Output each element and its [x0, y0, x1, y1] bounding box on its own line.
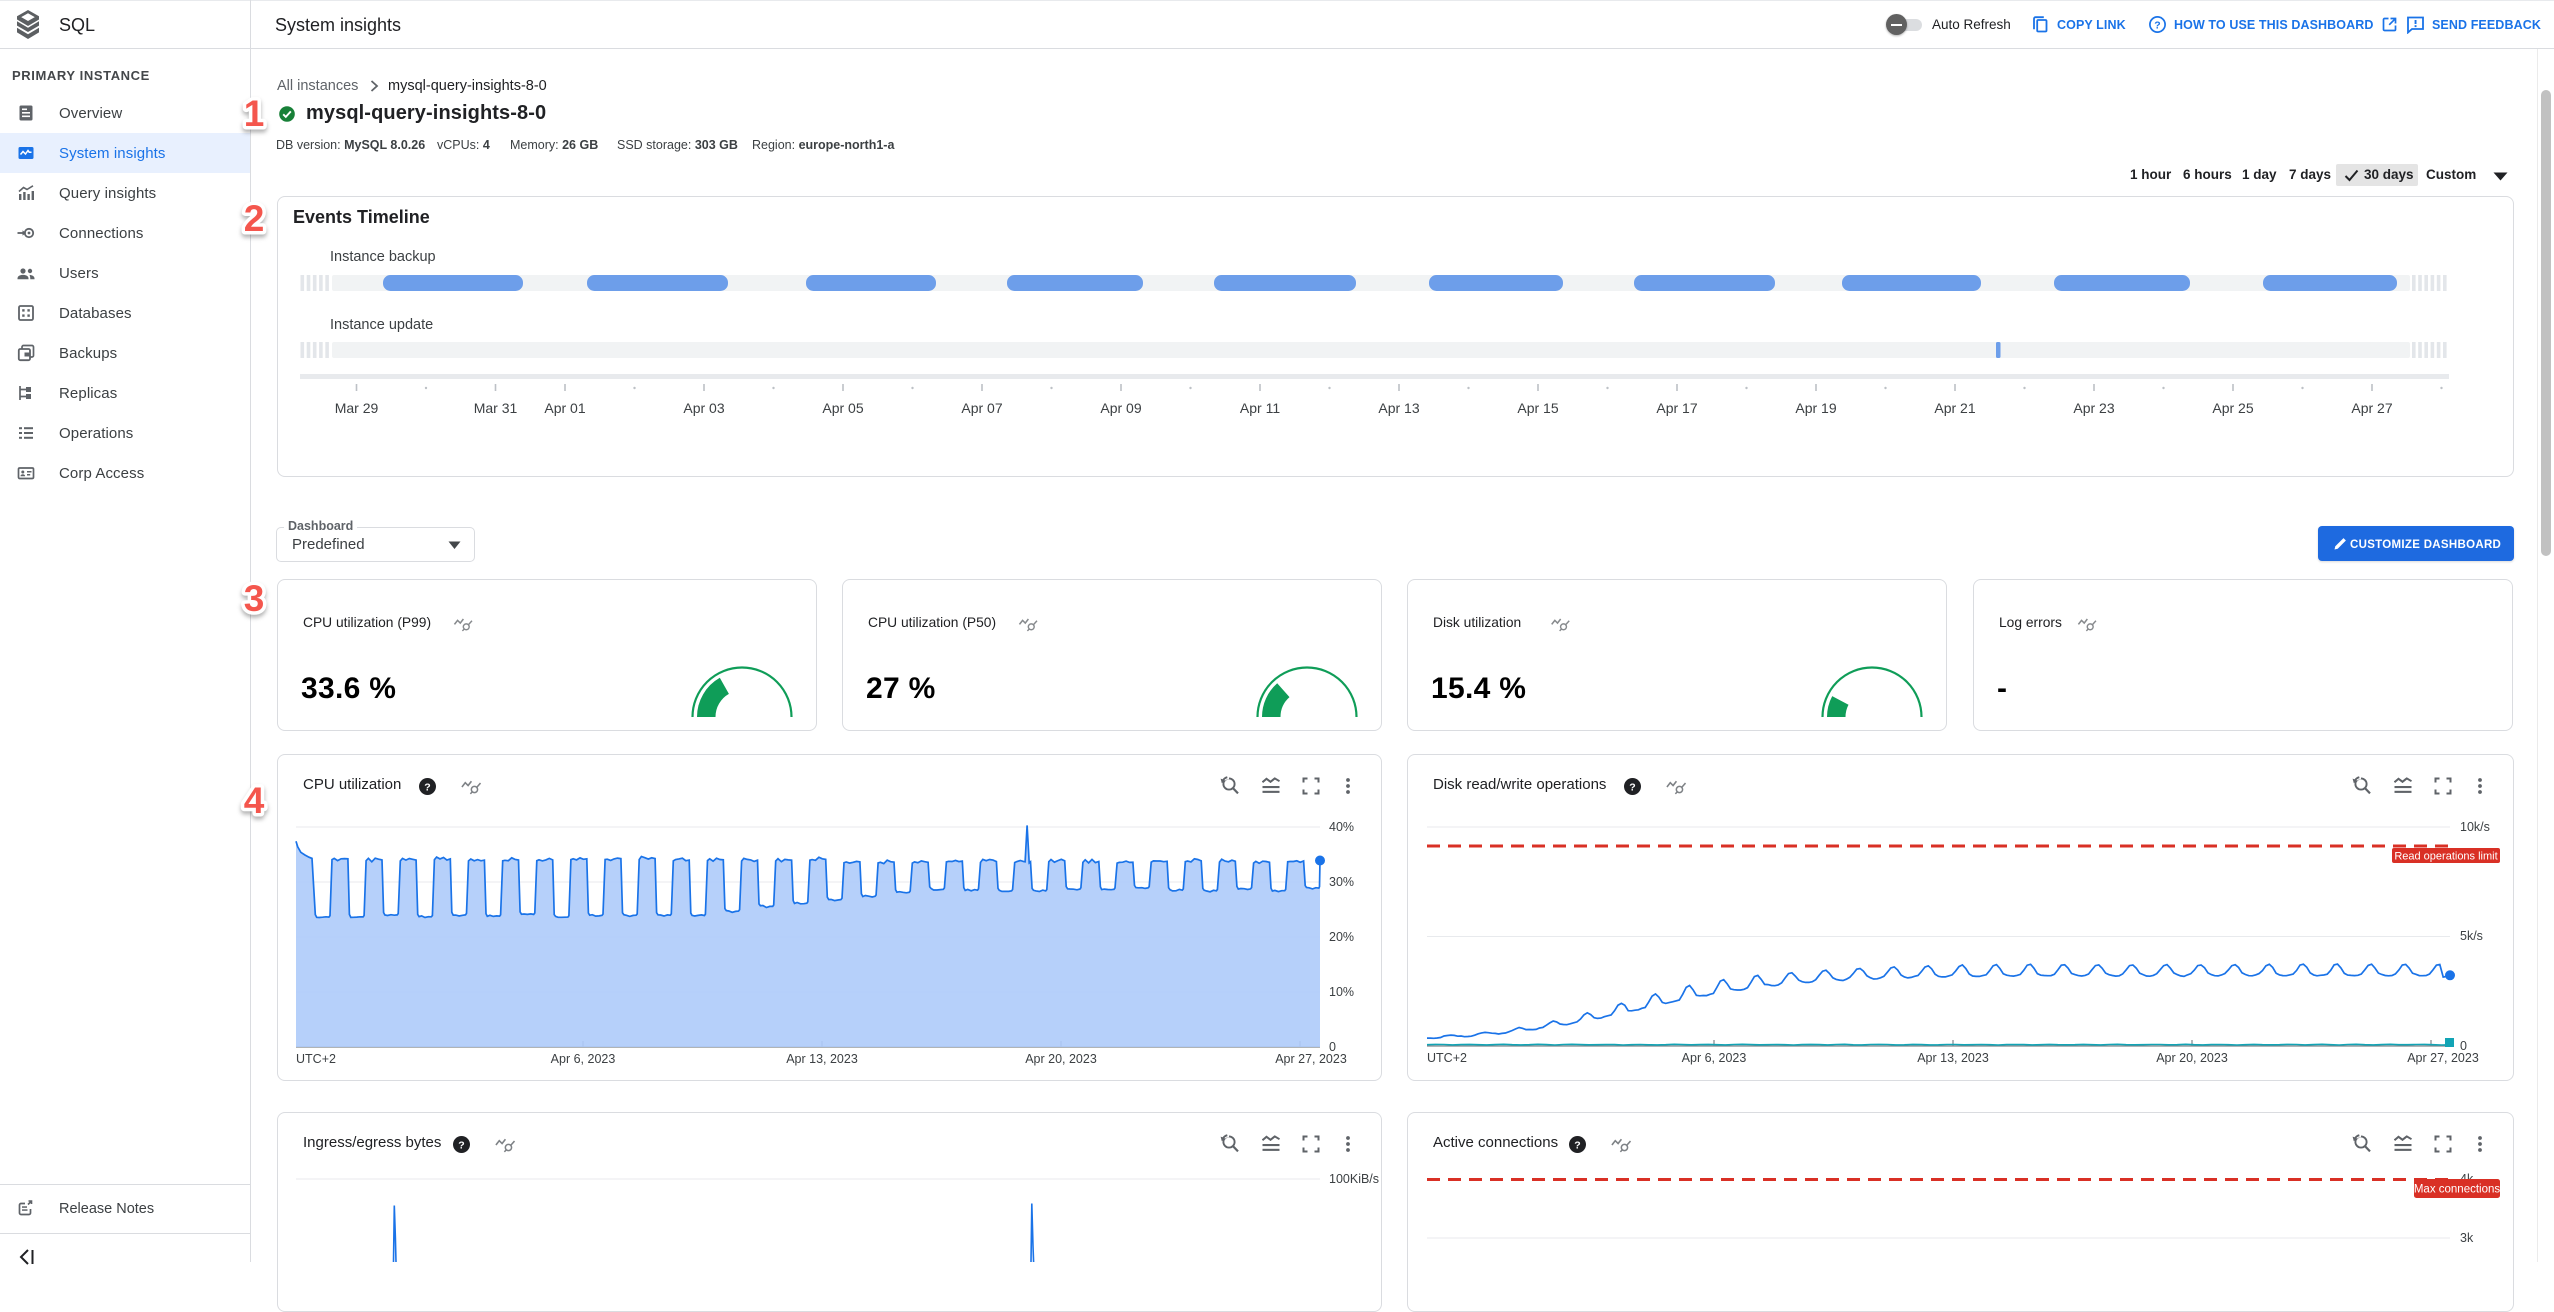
svg-text:Apr 07: Apr 07 [961, 400, 1002, 416]
svg-text:Apr 19: Apr 19 [1795, 400, 1836, 416]
svg-text:Apr 03: Apr 03 [683, 400, 724, 416]
svg-text:UTC+2: UTC+2 [296, 1052, 336, 1066]
svg-text:0: 0 [1329, 1040, 1336, 1054]
svg-text:Apr 27, 2023: Apr 27, 2023 [2407, 1051, 2479, 1065]
svg-text:?: ? [2154, 19, 2161, 31]
svg-text:1: 1 [244, 93, 265, 134]
svg-text:Mar 29: Mar 29 [335, 400, 379, 416]
svg-text:3: 3 [244, 578, 265, 619]
svg-text:Apr 20, 2023: Apr 20, 2023 [2156, 1051, 2228, 1065]
svg-text:Apr 13, 2023: Apr 13, 2023 [1917, 1051, 1989, 1065]
svg-text:Apr 09: Apr 09 [1100, 400, 1141, 416]
svg-text:3k: 3k [2460, 1231, 2474, 1245]
svg-text:Apr 27, 2023: Apr 27, 2023 [1275, 1052, 1347, 1066]
svg-text:Apr 21: Apr 21 [1934, 400, 1975, 416]
svg-text:4: 4 [244, 780, 265, 821]
svg-text:Apr 23: Apr 23 [2073, 400, 2114, 416]
svg-text:0: 0 [2460, 1039, 2467, 1053]
svg-text:Apr 17: Apr 17 [1656, 400, 1697, 416]
svg-text:?: ? [1575, 1139, 1581, 1151]
svg-text:Apr 01: Apr 01 [544, 400, 585, 416]
svg-text:Mar 31: Mar 31 [474, 400, 518, 416]
svg-text:10k/s: 10k/s [2460, 820, 2490, 834]
svg-text:Apr 11: Apr 11 [1240, 400, 1280, 416]
svg-text:Max connections: Max connections [2414, 1184, 2501, 1196]
svg-text:Apr 20, 2023: Apr 20, 2023 [1025, 1052, 1097, 1066]
svg-text:Apr 05: Apr 05 [822, 400, 863, 416]
svg-text:Apr 6, 2023: Apr 6, 2023 [1682, 1051, 1747, 1065]
svg-text:Apr 27: Apr 27 [2351, 400, 2392, 416]
svg-text:40%: 40% [1329, 820, 1354, 834]
svg-text:20%: 20% [1329, 930, 1354, 944]
svg-text:Apr 15: Apr 15 [1517, 400, 1558, 416]
svg-text:?: ? [458, 1139, 464, 1151]
svg-text:100KiB/s: 100KiB/s [1329, 1172, 1379, 1186]
svg-text:?: ? [424, 781, 430, 793]
svg-text:30%: 30% [1329, 875, 1354, 889]
svg-text:2: 2 [244, 198, 265, 239]
svg-text:5k/s: 5k/s [2460, 929, 2483, 943]
svg-text:Apr 25: Apr 25 [2212, 400, 2253, 416]
svg-text:Read operations limit: Read operations limit [2394, 851, 2497, 863]
svg-text:?: ? [1629, 781, 1635, 793]
svg-text:UTC+2: UTC+2 [1427, 1051, 1467, 1065]
svg-text:Apr 6, 2023: Apr 6, 2023 [551, 1052, 616, 1066]
svg-text:10%: 10% [1329, 985, 1354, 999]
svg-text:Apr 13: Apr 13 [1378, 400, 1419, 416]
svg-text:Apr 13, 2023: Apr 13, 2023 [786, 1052, 858, 1066]
